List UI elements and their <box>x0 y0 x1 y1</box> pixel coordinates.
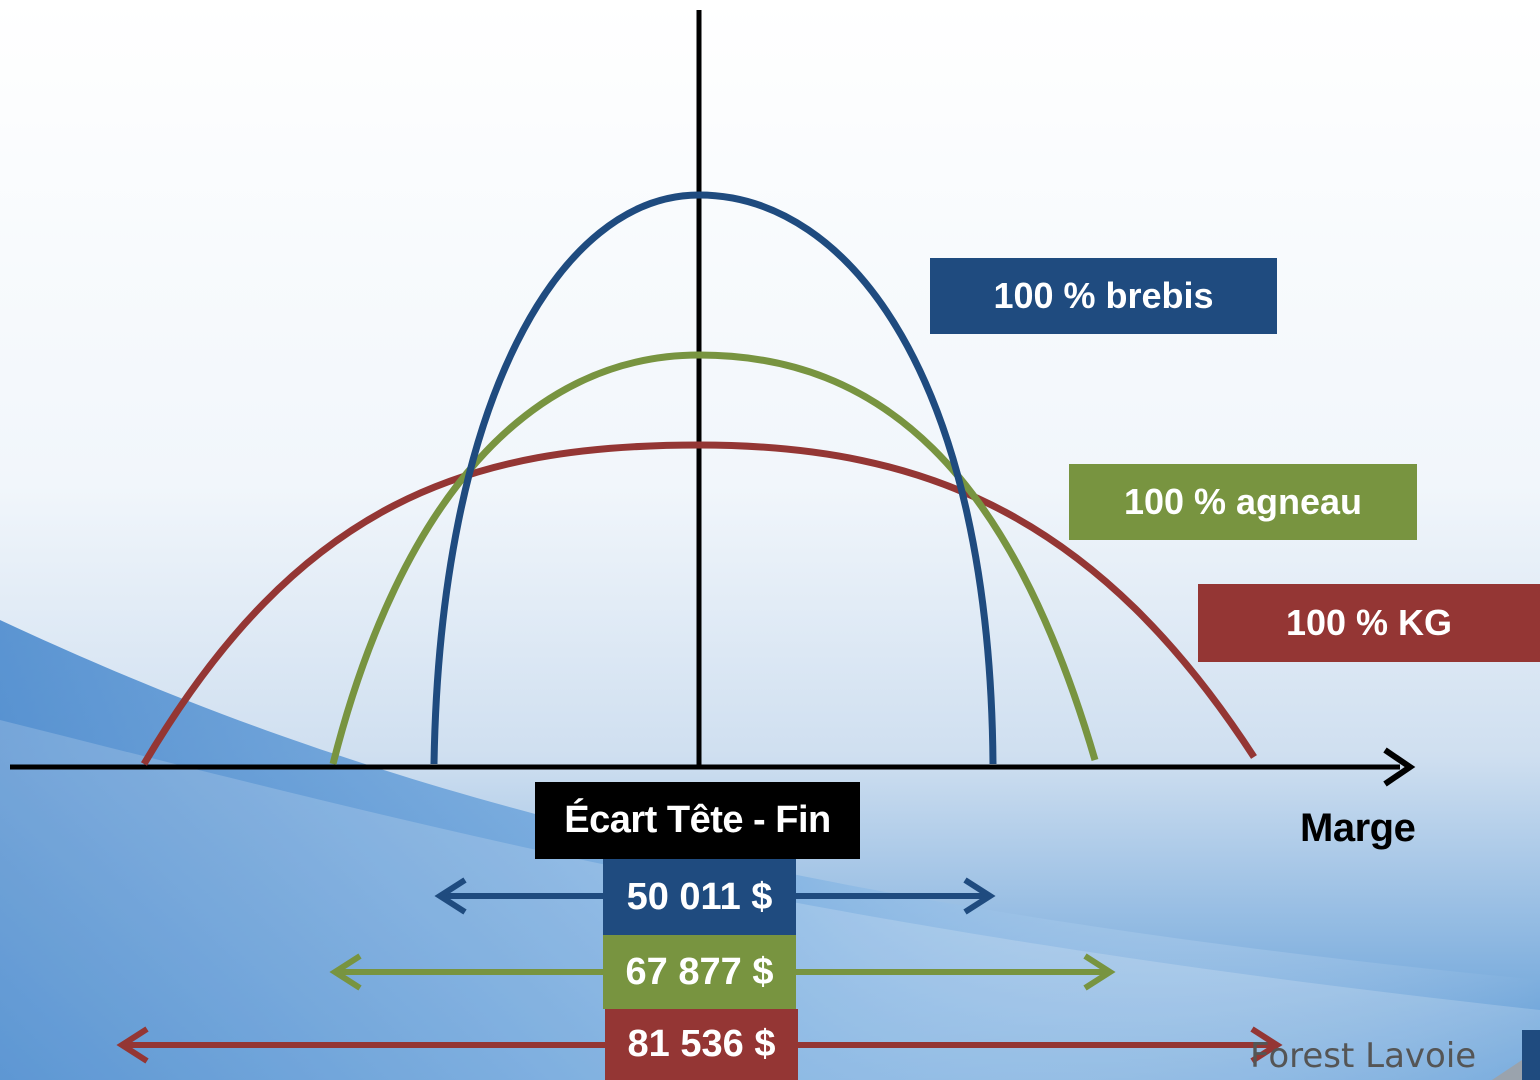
logo-text: Forest Lavoie <box>1250 1036 1477 1076</box>
company-logo: Forest Lavoie <box>1240 1030 1540 1080</box>
logo-mark-icon <box>1492 1030 1540 1080</box>
horizontal-axis-arrowhead <box>1383 747 1416 787</box>
curve-brebis <box>430 191 997 765</box>
spread-title: Écart Tête - Fin <box>535 782 860 859</box>
curve-kg <box>140 441 1257 766</box>
legend-brebis: 100 % brebis <box>930 258 1277 334</box>
background-wave <box>0 620 1540 1080</box>
curve-agneau <box>329 351 1099 765</box>
x-axis-title: Marge <box>1300 806 1416 850</box>
spread-value-brebis: 50 011 $ <box>603 859 796 935</box>
legend-kg: 100 % KG <box>1198 584 1540 662</box>
legend-agneau: 100 % agneau <box>1069 464 1417 540</box>
spread-value-kg: 81 536 $ <box>605 1009 798 1080</box>
spread-value-agneau: 67 877 $ <box>603 935 796 1009</box>
